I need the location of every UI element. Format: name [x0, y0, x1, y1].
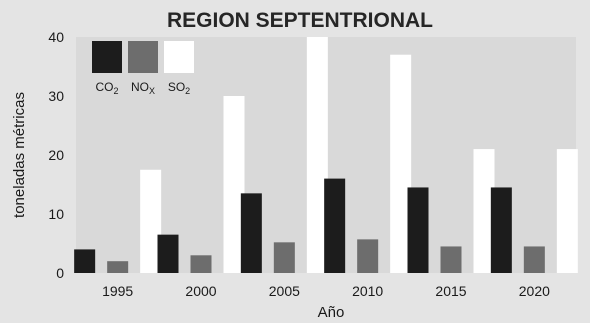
- bar-so2-2005: [306, 37, 328, 273]
- bar-co2-2020: [490, 187, 512, 273]
- bar-co2-2010: [324, 178, 346, 273]
- legend: CO2 NOX SO2: [92, 41, 194, 96]
- y-axis-label: toneladas métricas: [11, 92, 28, 218]
- bar-so2-2015: [473, 149, 495, 273]
- y-axis: 0 10 20 30 40: [48, 29, 64, 281]
- y-tick-label: 10: [48, 206, 64, 222]
- bar-co2-2000: [157, 234, 179, 273]
- chart-title: REGION SEPTENTRIONAL: [167, 9, 433, 32]
- y-tick-label: 0: [56, 265, 64, 281]
- legend-swatch-nox: [128, 41, 158, 73]
- bar-nox-2015: [440, 246, 462, 273]
- bar-nox-2005: [273, 242, 295, 273]
- legend-label-nox: NOX: [131, 80, 155, 96]
- x-axis: 1995 2000 2005 2010 2015 2020: [102, 283, 550, 299]
- x-tick-label: 2020: [519, 283, 550, 299]
- x-tick-label: 2010: [352, 283, 383, 299]
- bar-nox-1995: [107, 261, 129, 273]
- y-tick-label: 20: [48, 147, 64, 163]
- x-tick-label: 1995: [102, 283, 133, 299]
- bar-co2-2005: [240, 193, 262, 273]
- x-tick-label: 2005: [269, 283, 300, 299]
- bar-nox-2020: [523, 246, 545, 273]
- x-tick-label: 2015: [435, 283, 466, 299]
- x-tick-label: 2000: [185, 283, 216, 299]
- bar-nox-2000: [190, 255, 212, 273]
- legend-label-so2: SO2: [168, 80, 190, 96]
- y-tick-label: 40: [48, 29, 64, 45]
- bar-so2-1995: [140, 169, 162, 273]
- x-axis-label: Año: [318, 304, 345, 321]
- bars: [74, 37, 578, 274]
- legend-swatch-so2: [164, 41, 194, 73]
- bar-so2-2000: [223, 96, 245, 273]
- bar-so2-2020: [556, 149, 578, 273]
- bar-co2-1995: [74, 249, 96, 273]
- y-tick-label: 30: [48, 88, 64, 104]
- legend-swatch-co2: [92, 41, 122, 73]
- bar-co2-2015: [407, 187, 429, 273]
- legend-label-co2: CO2: [95, 80, 118, 96]
- bar-nox-2010: [357, 239, 379, 273]
- bar-so2-2010: [390, 54, 412, 274]
